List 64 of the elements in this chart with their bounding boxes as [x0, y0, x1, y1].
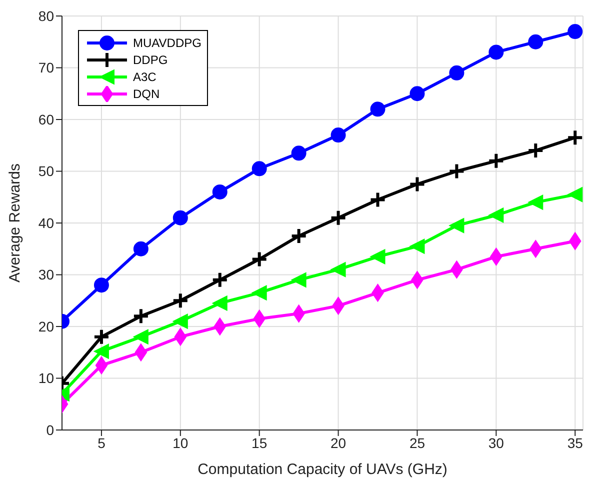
x-tick-label: 35	[567, 434, 584, 451]
point	[291, 272, 306, 288]
x-tick-label: 15	[252, 434, 268, 451]
point	[449, 218, 464, 234]
y-tick-label: 10	[38, 370, 54, 386]
point	[330, 209, 347, 226]
point	[448, 162, 466, 180]
point	[568, 187, 583, 202]
x-axis-title: Computation Capacity of UAVs (GHz)	[198, 461, 448, 478]
legend-label: DQN	[133, 86, 160, 100]
point	[172, 314, 188, 329]
y-tick-label: 80	[38, 8, 54, 24]
point	[133, 241, 148, 256]
y-tick-label: 0	[46, 422, 54, 438]
x-tick-label: 25	[409, 434, 426, 451]
point	[528, 34, 544, 50]
point	[174, 328, 187, 346]
point	[488, 44, 504, 60]
point	[252, 161, 267, 176]
point	[252, 285, 267, 300]
point	[212, 184, 228, 200]
point	[370, 249, 386, 264]
point	[291, 146, 306, 161]
point	[528, 194, 544, 210]
point	[94, 278, 109, 293]
y-axis-title: Average Rewards	[6, 164, 24, 282]
point	[211, 271, 228, 288]
point	[410, 86, 425, 102]
point	[212, 296, 228, 311]
legend-label: DDPG	[133, 52, 168, 66]
point	[566, 129, 583, 146]
legend-label: MUAVDDPG	[133, 36, 202, 50]
y-tick-label: 40	[38, 214, 54, 231]
point	[330, 262, 346, 278]
point	[134, 343, 148, 362]
y-tick-label: 70	[38, 60, 54, 76]
point	[488, 152, 505, 170]
x-tick-label: 10	[172, 434, 188, 451]
legend-label: A3C	[133, 70, 156, 84]
point	[290, 227, 308, 244]
point	[330, 128, 346, 143]
point	[250, 250, 268, 268]
point	[132, 308, 150, 325]
y-tick-label: 60	[38, 111, 54, 128]
point	[410, 238, 425, 254]
y-tick-label: 50	[38, 163, 54, 180]
x-tick-label: 30	[488, 434, 504, 451]
point	[92, 328, 110, 346]
point	[527, 142, 544, 160]
point	[94, 344, 109, 359]
y-tick-label: 20	[38, 318, 54, 334]
point	[370, 102, 386, 117]
point	[172, 210, 188, 226]
point	[488, 208, 504, 223]
x-tick-label: 5	[98, 434, 106, 451]
point	[172, 292, 189, 310]
point	[568, 24, 583, 40]
point	[449, 65, 464, 80]
point	[408, 176, 426, 193]
point	[95, 356, 108, 374]
point	[133, 329, 148, 344]
y-tick-label: 30	[38, 266, 54, 283]
point	[369, 191, 386, 208]
x-tick-label: 20	[330, 434, 346, 451]
